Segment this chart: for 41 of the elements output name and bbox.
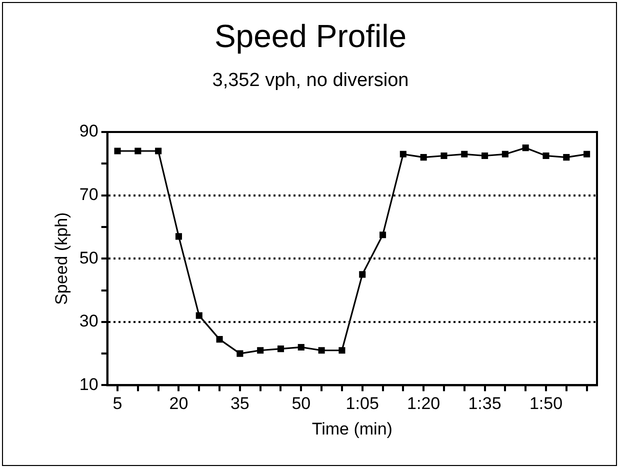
point [482,152,488,160]
point [114,148,121,154]
x-tick-label: 1:35 [468,394,502,414]
point [522,144,529,152]
x-tick-label: 35 [230,394,250,414]
point [359,271,366,278]
point [461,150,468,158]
chart-title: Speed Profile [213,18,408,55]
point [216,336,223,343]
x-tick-label: 1:05 [346,394,379,414]
x-axis-title: Time (min) [312,419,392,438]
point [257,347,264,354]
point [277,346,284,352]
y-tick-label: 10 [79,374,98,394]
point [134,148,142,154]
point [502,150,508,158]
point [298,344,304,350]
chart-subtitle: 3,352 vph, no diversion [211,70,410,92]
point [236,350,244,357]
x-tick-label: 20 [169,394,188,414]
point [542,152,550,160]
y-tick-label: 90 [79,122,98,141]
x-tick-label: 5 [112,394,122,414]
point [318,347,325,354]
y-tick-label: 30 [79,312,98,331]
point [400,150,406,158]
point [420,154,427,161]
point [338,347,346,354]
point [584,150,590,158]
point [563,154,570,161]
point [440,152,448,160]
point [379,232,386,238]
point [155,148,162,154]
x-tick-label: 1:20 [407,394,440,414]
y-tick-label: 50 [79,248,98,268]
point [196,312,202,319]
point [175,233,182,240]
y-axis-title: Speed (kph) [52,212,71,305]
x-tick-label: 1:50 [529,394,563,414]
y-tick-label: 70 [79,184,98,204]
x-tick-label: 50 [292,394,311,414]
